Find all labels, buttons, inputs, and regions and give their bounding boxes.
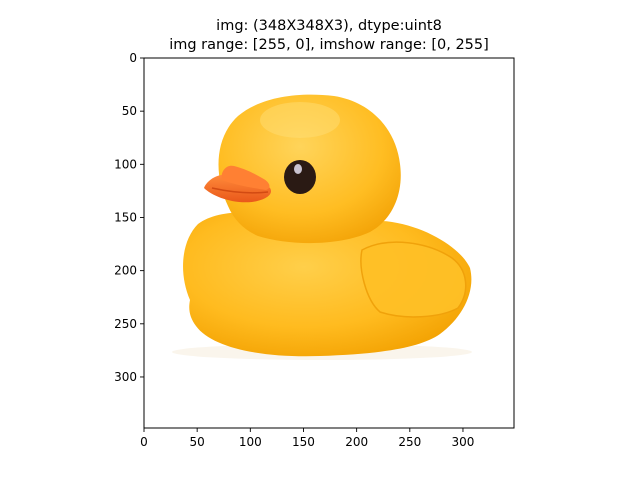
duck-eye-glint bbox=[294, 164, 302, 174]
y-tick-label: 250 bbox=[114, 317, 137, 331]
duck-head-highlight bbox=[260, 102, 340, 138]
x-tick-label: 50 bbox=[190, 435, 205, 449]
duck-wing bbox=[360, 241, 467, 318]
x-tick-label: 150 bbox=[292, 435, 315, 449]
chart-title-line-1: img: (348X348X3), dtype:uint8 bbox=[216, 18, 442, 34]
x-tick-label: 300 bbox=[452, 435, 475, 449]
x-tick-label: 250 bbox=[398, 435, 421, 449]
y-tick-label: 50 bbox=[122, 104, 137, 118]
chart-title-line-2: img range: [255, 0], imshow range: [0, 2… bbox=[169, 37, 489, 53]
x-tick-label: 0 bbox=[140, 435, 148, 449]
axes-frame bbox=[143, 57, 515, 429]
duck-beak-line bbox=[211, 187, 269, 194]
duck-eye bbox=[284, 160, 316, 194]
y-tick-label: 100 bbox=[114, 157, 137, 171]
y-tick-label: 150 bbox=[114, 210, 137, 224]
y-tick-label: 200 bbox=[114, 264, 137, 278]
y-tick-label: 300 bbox=[114, 370, 137, 384]
y-tick-label: 0 bbox=[129, 51, 137, 65]
y-axis: 0 50 100 150 200 250 300 bbox=[114, 51, 144, 384]
duck-image bbox=[172, 94, 472, 360]
duck-beak-upper bbox=[221, 165, 270, 190]
x-tick-label: 100 bbox=[239, 435, 262, 449]
x-axis: 0 50 100 150 200 250 300 bbox=[140, 428, 474, 449]
x-tick-label: 200 bbox=[345, 435, 368, 449]
